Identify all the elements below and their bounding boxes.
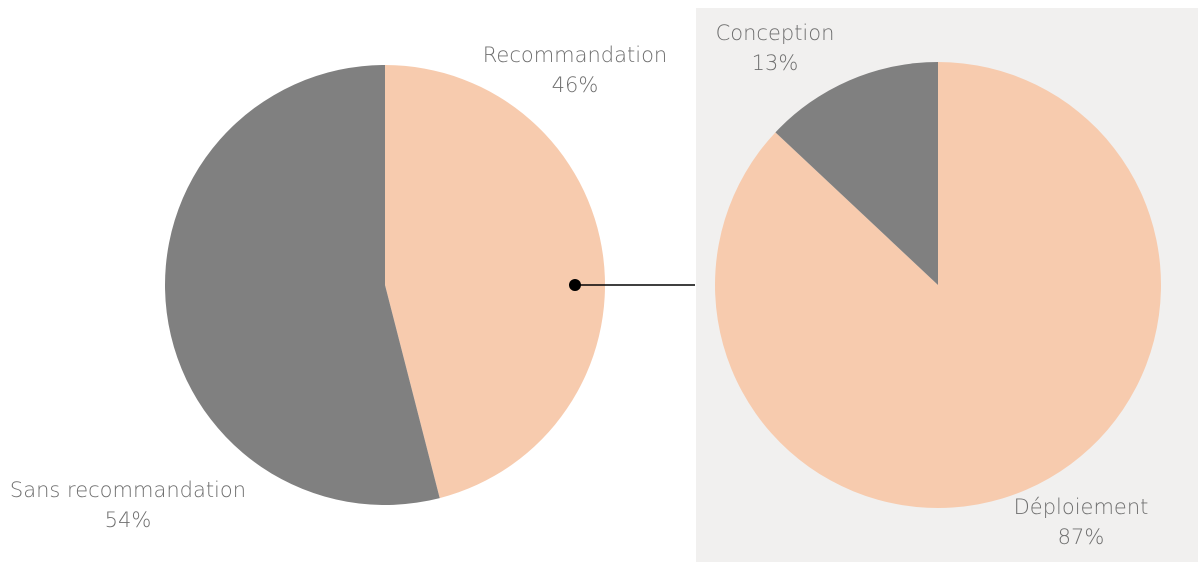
main-pie <box>164 65 605 505</box>
connector-dot <box>569 279 581 291</box>
slice-label-conception: Conception 13% <box>700 18 850 78</box>
slice-name: Conception <box>715 21 835 45</box>
pie-slice-recommandation <box>385 65 605 499</box>
slice-name: Sans recommandation <box>9 478 247 502</box>
slice-value: 87% <box>1057 525 1105 549</box>
pie-slice-conception <box>775 62 938 285</box>
slice-name: Recommandation <box>482 43 668 67</box>
slice-name: Déploiement <box>1013 495 1149 519</box>
slice-label-deploiement: Déploiement 87% <box>996 492 1166 552</box>
slice-value: 46% <box>551 73 599 97</box>
slice-label-recommandation: Recommandation 46% <box>470 40 680 100</box>
breakdown-pie <box>715 62 1161 508</box>
slice-value: 13% <box>751 51 799 75</box>
pie-slice-sans-recommandation <box>164 65 440 505</box>
slice-label-sans-recommandation: Sans recommandation 54% <box>0 475 256 535</box>
slice-value: 54% <box>104 508 152 532</box>
